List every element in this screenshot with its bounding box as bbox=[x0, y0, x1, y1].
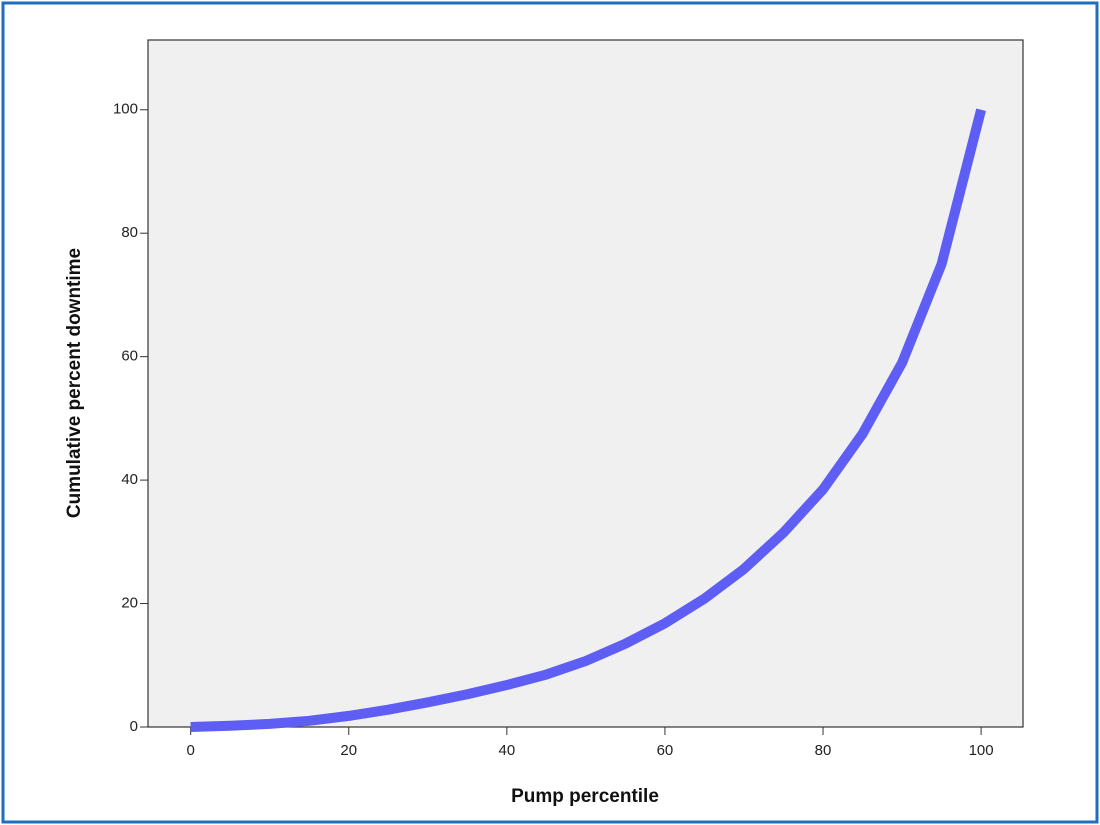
x-tick-label: 40 bbox=[499, 742, 516, 759]
y-tick-label: 20 bbox=[121, 595, 138, 612]
y-axis-title: Cumulative percent downtime bbox=[64, 248, 85, 518]
x-tick-label: 0 bbox=[187, 742, 195, 759]
x-tick-label: 60 bbox=[657, 742, 674, 759]
line bbox=[190, 108, 986, 732]
y-tick-label: 60 bbox=[121, 348, 138, 365]
y-tick-label: 0 bbox=[130, 718, 138, 735]
plot-area bbox=[147, 39, 1024, 728]
y-tick-label: 40 bbox=[121, 471, 138, 488]
x-tick-label: 20 bbox=[340, 742, 357, 759]
x-tick-label: 100 bbox=[969, 742, 994, 759]
x-axis-title: Pump percentile bbox=[511, 786, 659, 807]
y-tick-label: 80 bbox=[121, 224, 138, 241]
y-tick-label: 100 bbox=[113, 101, 138, 118]
x-tick-label: 80 bbox=[815, 742, 832, 759]
